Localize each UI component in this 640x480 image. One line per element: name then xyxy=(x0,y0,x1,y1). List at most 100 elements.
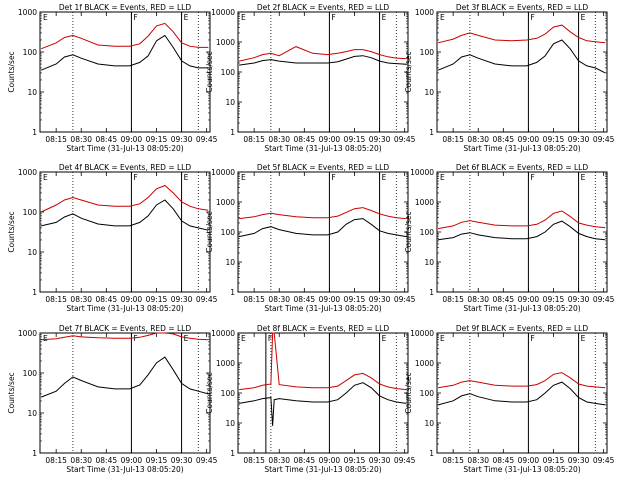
x-tick-label: 08:45 xyxy=(96,135,118,144)
x-tick-label: 09:15 xyxy=(344,456,366,465)
x-tick-label: 08:30 xyxy=(268,456,290,465)
x-tick-label: 08:30 xyxy=(268,295,290,304)
flag-label: E xyxy=(440,173,445,182)
lld-series-line xyxy=(40,184,209,213)
x-tick-label: 08:30 xyxy=(467,456,489,465)
flag-label: E xyxy=(184,334,189,343)
y-axis-label: Counts/sec xyxy=(404,372,413,413)
y-tick-label: 1000 xyxy=(415,198,434,207)
plot-frame xyxy=(39,332,211,454)
chart-title: Det 7f BLACK = Events, RED = LLD xyxy=(59,324,192,333)
flag-label: F xyxy=(268,334,272,343)
lld-series-line xyxy=(239,207,407,220)
chart-panel-7: Det 7f BLACK = Events, RED = LLD 1 10 100 10… xyxy=(7,324,218,474)
flag-label: E xyxy=(581,334,586,343)
x-tick-label: 08:15 xyxy=(243,456,265,465)
y-tick-label: 100 xyxy=(221,68,236,77)
events-series-line xyxy=(239,55,407,66)
x-tick-label: 08:30 xyxy=(268,135,290,144)
x-tick-label: 09:45 xyxy=(593,135,615,144)
x-axis-label: Start Time (31-Jul-13 08:05:20) xyxy=(66,465,183,474)
chart-title: Det 3f BLACK = Events, RED = LLD xyxy=(456,3,589,12)
x-tick-label: 09:15 xyxy=(543,295,565,304)
events-series-line xyxy=(238,218,407,238)
flag-label: E xyxy=(241,13,246,22)
x-tick-label: 09:30 xyxy=(171,456,193,465)
x-tick-label: 08:15 xyxy=(45,135,67,144)
flag-label: F xyxy=(530,13,534,22)
y-tick-label: 10000 xyxy=(410,168,434,177)
x-tick-label: 08:30 xyxy=(467,295,489,304)
chart-title: Det 2f BLACK = Events, RED = LLD xyxy=(257,3,390,12)
x-tick-label: 09:00 xyxy=(319,456,341,465)
chart-panel-2: Det 2f BLACK = Events, RED = LLD 1 10 100 10… xyxy=(205,3,416,153)
x-tick-label: 08:45 xyxy=(96,456,118,465)
events-series-line xyxy=(40,199,209,231)
x-tick-label: 08:45 xyxy=(493,295,515,304)
lld-series-line xyxy=(41,332,209,341)
y-tick-label: 1000 xyxy=(18,168,37,177)
flag-label: E xyxy=(184,13,189,22)
x-tick-label: 09:15 xyxy=(344,135,366,144)
flag-label: F xyxy=(133,334,137,343)
chart-title: Det 5f BLACK = Events, RED = LLD xyxy=(257,163,390,172)
events-series-line xyxy=(437,381,606,406)
y-tick-label: 1 xyxy=(230,449,235,458)
y-tick-label: 1000 xyxy=(415,8,434,17)
flag-label: E xyxy=(241,334,246,343)
y-tick-label: 10 xyxy=(27,409,37,418)
x-tick-label: 09:30 xyxy=(369,295,391,304)
y-tick-label: 1 xyxy=(32,128,37,137)
y-tick-label: 100 xyxy=(23,208,38,217)
plot-frame xyxy=(237,11,409,133)
x-tick-label: 08:30 xyxy=(467,135,489,144)
chart-panel-6: Det 6f BLACK = Events, RED = LLD 1 10 100 10… xyxy=(404,163,615,313)
flag-label: E xyxy=(43,334,48,343)
x-tick-label: 09:45 xyxy=(196,456,218,465)
x-tick-label: 09:15 xyxy=(146,295,168,304)
x-axis-label: Start Time (31-Jul-13 08:05:20) xyxy=(264,465,381,474)
y-tick-label: 1 xyxy=(230,128,235,137)
events-series-line xyxy=(438,220,606,241)
flag-label: E xyxy=(440,334,445,343)
x-tick-label: 09:45 xyxy=(593,456,615,465)
plot-frame xyxy=(436,11,608,133)
y-tick-label: 1000 xyxy=(216,359,235,368)
y-axis-label: Counts/sec xyxy=(404,211,413,252)
y-tick-label: 1000 xyxy=(216,38,235,47)
y-tick-label: 10000 xyxy=(211,168,235,177)
y-axis-label: Counts/sec xyxy=(205,51,214,92)
x-tick-label: 09:00 xyxy=(121,135,143,144)
x-tick-label: 09:30 xyxy=(369,456,391,465)
y-tick-label: 1 xyxy=(32,288,37,297)
y-axis-label: Counts/sec xyxy=(205,372,214,413)
x-tick-label: 08:45 xyxy=(96,295,118,304)
x-tick-label: 08:15 xyxy=(442,456,464,465)
plot-frame xyxy=(39,11,211,133)
y-tick-label: 100 xyxy=(221,389,236,398)
chart-panel-9: Det 9f BLACK = Events, RED = LLD 1 10 100 10… xyxy=(404,324,615,474)
x-tick-label: 09:00 xyxy=(518,135,540,144)
chart-title: Det 9f BLACK = Events, RED = LLD xyxy=(456,324,589,333)
y-tick-label: 1 xyxy=(32,449,37,458)
y-tick-label: 10 xyxy=(27,248,37,257)
x-tick-label: 09:30 xyxy=(171,295,193,304)
flag-label: F xyxy=(331,13,335,22)
y-tick-label: 10 xyxy=(225,419,235,428)
lld-series-line xyxy=(437,24,606,44)
x-tick-label: 08:45 xyxy=(294,456,316,465)
plot-frame xyxy=(436,171,608,293)
x-tick-label: 09:30 xyxy=(171,135,193,144)
y-axis-label: Counts/sec xyxy=(404,51,413,92)
x-tick-label: 09:00 xyxy=(518,295,540,304)
x-tick-label: 09:00 xyxy=(121,456,143,465)
x-tick-label: 09:15 xyxy=(543,456,565,465)
y-axis-label: Counts/sec xyxy=(7,51,16,92)
x-axis-label: Start Time (31-Jul-13 08:05:20) xyxy=(66,304,183,313)
y-axis-label: Counts/sec xyxy=(7,211,16,252)
lld-series-line xyxy=(438,210,606,230)
y-tick-label: 100 xyxy=(221,228,236,237)
plot-frame xyxy=(39,171,211,293)
x-tick-label: 09:15 xyxy=(344,295,366,304)
